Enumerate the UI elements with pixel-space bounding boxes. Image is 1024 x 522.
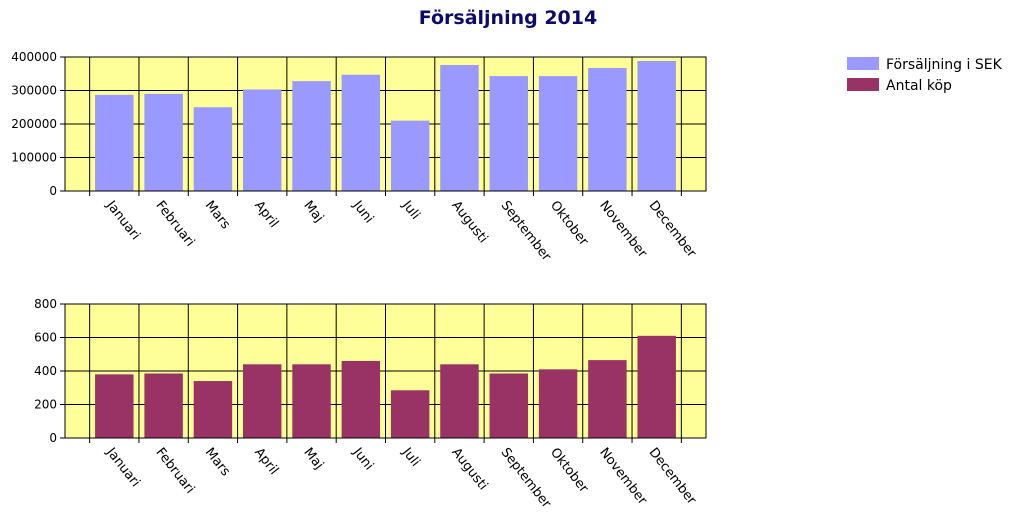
bar-februari xyxy=(144,93,183,191)
x-tick-label: November xyxy=(596,198,650,261)
legend-swatch-2 xyxy=(847,78,879,91)
x-tick-label: December xyxy=(646,198,700,261)
bar-december xyxy=(637,61,676,191)
x-tick-label: November xyxy=(596,445,650,508)
bar-juni xyxy=(341,74,381,191)
bar-oktober xyxy=(538,76,578,191)
x-tick-label: Januari xyxy=(103,197,143,243)
bar-augusti xyxy=(440,364,479,438)
bar-november xyxy=(588,68,627,191)
x-tick-label: Mars xyxy=(202,445,233,479)
x-tick-label: Juli xyxy=(398,197,422,222)
bar-maj xyxy=(292,364,331,438)
bar-juli xyxy=(390,120,430,191)
x-tick-label: April xyxy=(251,445,281,478)
y-tick-label: 400 xyxy=(34,364,57,378)
bar-maj xyxy=(292,81,331,191)
bar-januari xyxy=(95,374,134,438)
y-tick-label: 100000 xyxy=(11,151,57,165)
bar-september xyxy=(489,76,528,191)
plot-border xyxy=(64,303,707,439)
bar-mars xyxy=(193,381,233,438)
x-tick-label: Maj xyxy=(300,198,326,225)
y-tick-label: 800 xyxy=(34,297,57,311)
chart-1: 0 100000 200000 300000 400000 Januari Februari… xyxy=(11,50,707,265)
x-tick-label: Februari xyxy=(152,198,197,249)
x-tick-label: Juni xyxy=(349,444,376,473)
bar-april xyxy=(243,89,282,191)
bar-juni xyxy=(341,360,381,438)
legend-label-2: Antal köp xyxy=(886,78,952,94)
x-tick-label: April xyxy=(251,198,281,231)
bar-april xyxy=(243,364,282,438)
y-tick-label: 200000 xyxy=(11,117,57,131)
x-tick-label: Oktober xyxy=(547,445,591,496)
x-tick-label: December xyxy=(646,445,700,508)
x-tick-label: Juli xyxy=(398,444,422,469)
x-tick-label: September xyxy=(498,445,554,511)
y-tick-label: 400000 xyxy=(11,50,57,64)
x-tick-label: Januari xyxy=(103,444,143,490)
y-tick-label: 0 xyxy=(49,184,57,198)
y-tick-label: 300000 xyxy=(11,84,57,98)
y-tick-label: 200 xyxy=(34,398,57,412)
x-tick-label: Februari xyxy=(152,445,197,496)
bar-september xyxy=(489,373,528,438)
plot-border xyxy=(64,56,707,192)
x-tick-label: Augusti xyxy=(448,445,490,493)
y-tick-label: 0 xyxy=(49,431,57,445)
x-tick-label: Augusti xyxy=(448,198,490,246)
x-tick-label: Mars xyxy=(202,198,233,232)
legend: Försäljning i SEK Antal köp xyxy=(847,57,1003,94)
bar-december xyxy=(637,335,676,438)
bar-mars xyxy=(193,107,233,191)
chart-title: Försäljning 2014 xyxy=(419,7,597,29)
chart-2: 0 200 400 600 800 Januari Februari Mars April Maj… xyxy=(34,297,707,512)
bar-november xyxy=(588,360,627,438)
x-tick-label: Maj xyxy=(300,445,326,472)
bar-februari xyxy=(144,373,183,438)
y-tick-label: 600 xyxy=(34,331,57,345)
legend-swatch-1 xyxy=(847,57,879,70)
x-tick-label: Oktober xyxy=(547,198,591,249)
x-tick-label: September xyxy=(498,198,554,264)
legend-label-1: Försäljning i SEK xyxy=(886,57,1003,73)
bar-januari xyxy=(95,94,134,191)
bar-augusti xyxy=(440,65,479,191)
bar-oktober xyxy=(538,369,578,438)
bar-juli xyxy=(390,390,430,438)
x-tick-label: Juni xyxy=(349,197,376,226)
